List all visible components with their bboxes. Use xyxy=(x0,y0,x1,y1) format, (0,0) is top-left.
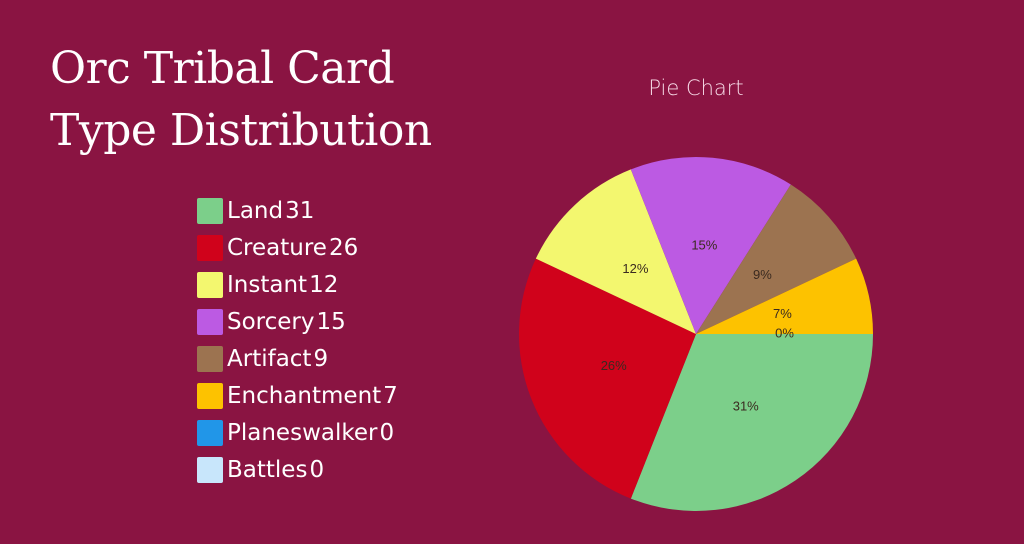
pie-slices xyxy=(519,157,873,511)
legend-item-battles: Battles 0 xyxy=(197,451,398,488)
legend-value: 7 xyxy=(383,382,398,409)
legend-swatch xyxy=(197,271,223,298)
legend-value: 12 xyxy=(309,271,339,298)
legend-item-artifact: Artifact 9 xyxy=(197,340,398,377)
pie-percent-label: 15% xyxy=(691,237,717,252)
pie-slice-sorcery[interactable] xyxy=(630,157,791,334)
chart-legend: Land 31 Creature 26 Instant 12 Sorcery 15 Ar… xyxy=(197,192,398,488)
legend-label: Planeswalker xyxy=(227,419,378,446)
legend-swatch xyxy=(197,456,223,483)
legend-value: 0 xyxy=(379,419,395,446)
title-line-1: Orc Tribal Card xyxy=(50,43,395,94)
legend-label: Land xyxy=(227,197,284,224)
pie-percent-label: 26% xyxy=(601,358,627,373)
legend-value: 15 xyxy=(316,308,346,335)
pie-percent-label: 7% xyxy=(773,306,792,321)
legend-label: Sorcery xyxy=(227,308,315,335)
pie-percent-label: 12% xyxy=(622,261,648,276)
legend-swatch xyxy=(197,419,223,446)
legend-label: Creature xyxy=(227,234,327,261)
chart-title: Pie Chart xyxy=(648,76,744,100)
legend-value: 0 xyxy=(309,456,325,483)
title-line-2: Type Distribution xyxy=(50,105,432,156)
pie-slice-land[interactable] xyxy=(630,334,873,511)
legend-value: 9 xyxy=(313,345,329,372)
pie-percent-label: 0% xyxy=(775,325,794,340)
legend-value: 26 xyxy=(328,234,359,261)
pie-labels: 31% 26% 12% 15% 9% 7% 0% xyxy=(601,237,795,413)
legend-item-sorcery: Sorcery 15 xyxy=(197,303,398,340)
pie-slice-instant[interactable] xyxy=(535,169,696,334)
legend-item-land: Land 31 xyxy=(197,192,398,229)
legend-value: 31 xyxy=(285,197,315,224)
legend-swatch xyxy=(197,308,223,335)
pie-percent-label: 31% xyxy=(733,399,759,414)
legend-swatch xyxy=(197,345,223,372)
legend-label: Battles xyxy=(227,456,308,483)
legend-swatch xyxy=(197,382,223,409)
page-title: Orc Tribal Card Type Distribution xyxy=(50,38,432,162)
legend-swatch xyxy=(197,234,223,261)
legend-item-creature: Creature 26 xyxy=(197,229,398,266)
pie-slice-enchantment[interactable] xyxy=(696,258,873,334)
legend-label: Artifact xyxy=(227,345,312,372)
pie-slice-creature[interactable] xyxy=(519,258,696,499)
legend-label: Instant xyxy=(227,271,308,298)
pie-slice-artifact[interactable] xyxy=(696,184,857,334)
legend-swatch xyxy=(197,197,223,224)
legend-item-enchantment: Enchantment 7 xyxy=(197,377,398,414)
legend-item-planeswalker: Planeswalker 0 xyxy=(197,414,398,451)
pie-percent-label: 9% xyxy=(753,267,772,282)
legend-label: Enchantment xyxy=(227,382,382,409)
legend-item-instant: Instant 12 xyxy=(197,266,398,303)
